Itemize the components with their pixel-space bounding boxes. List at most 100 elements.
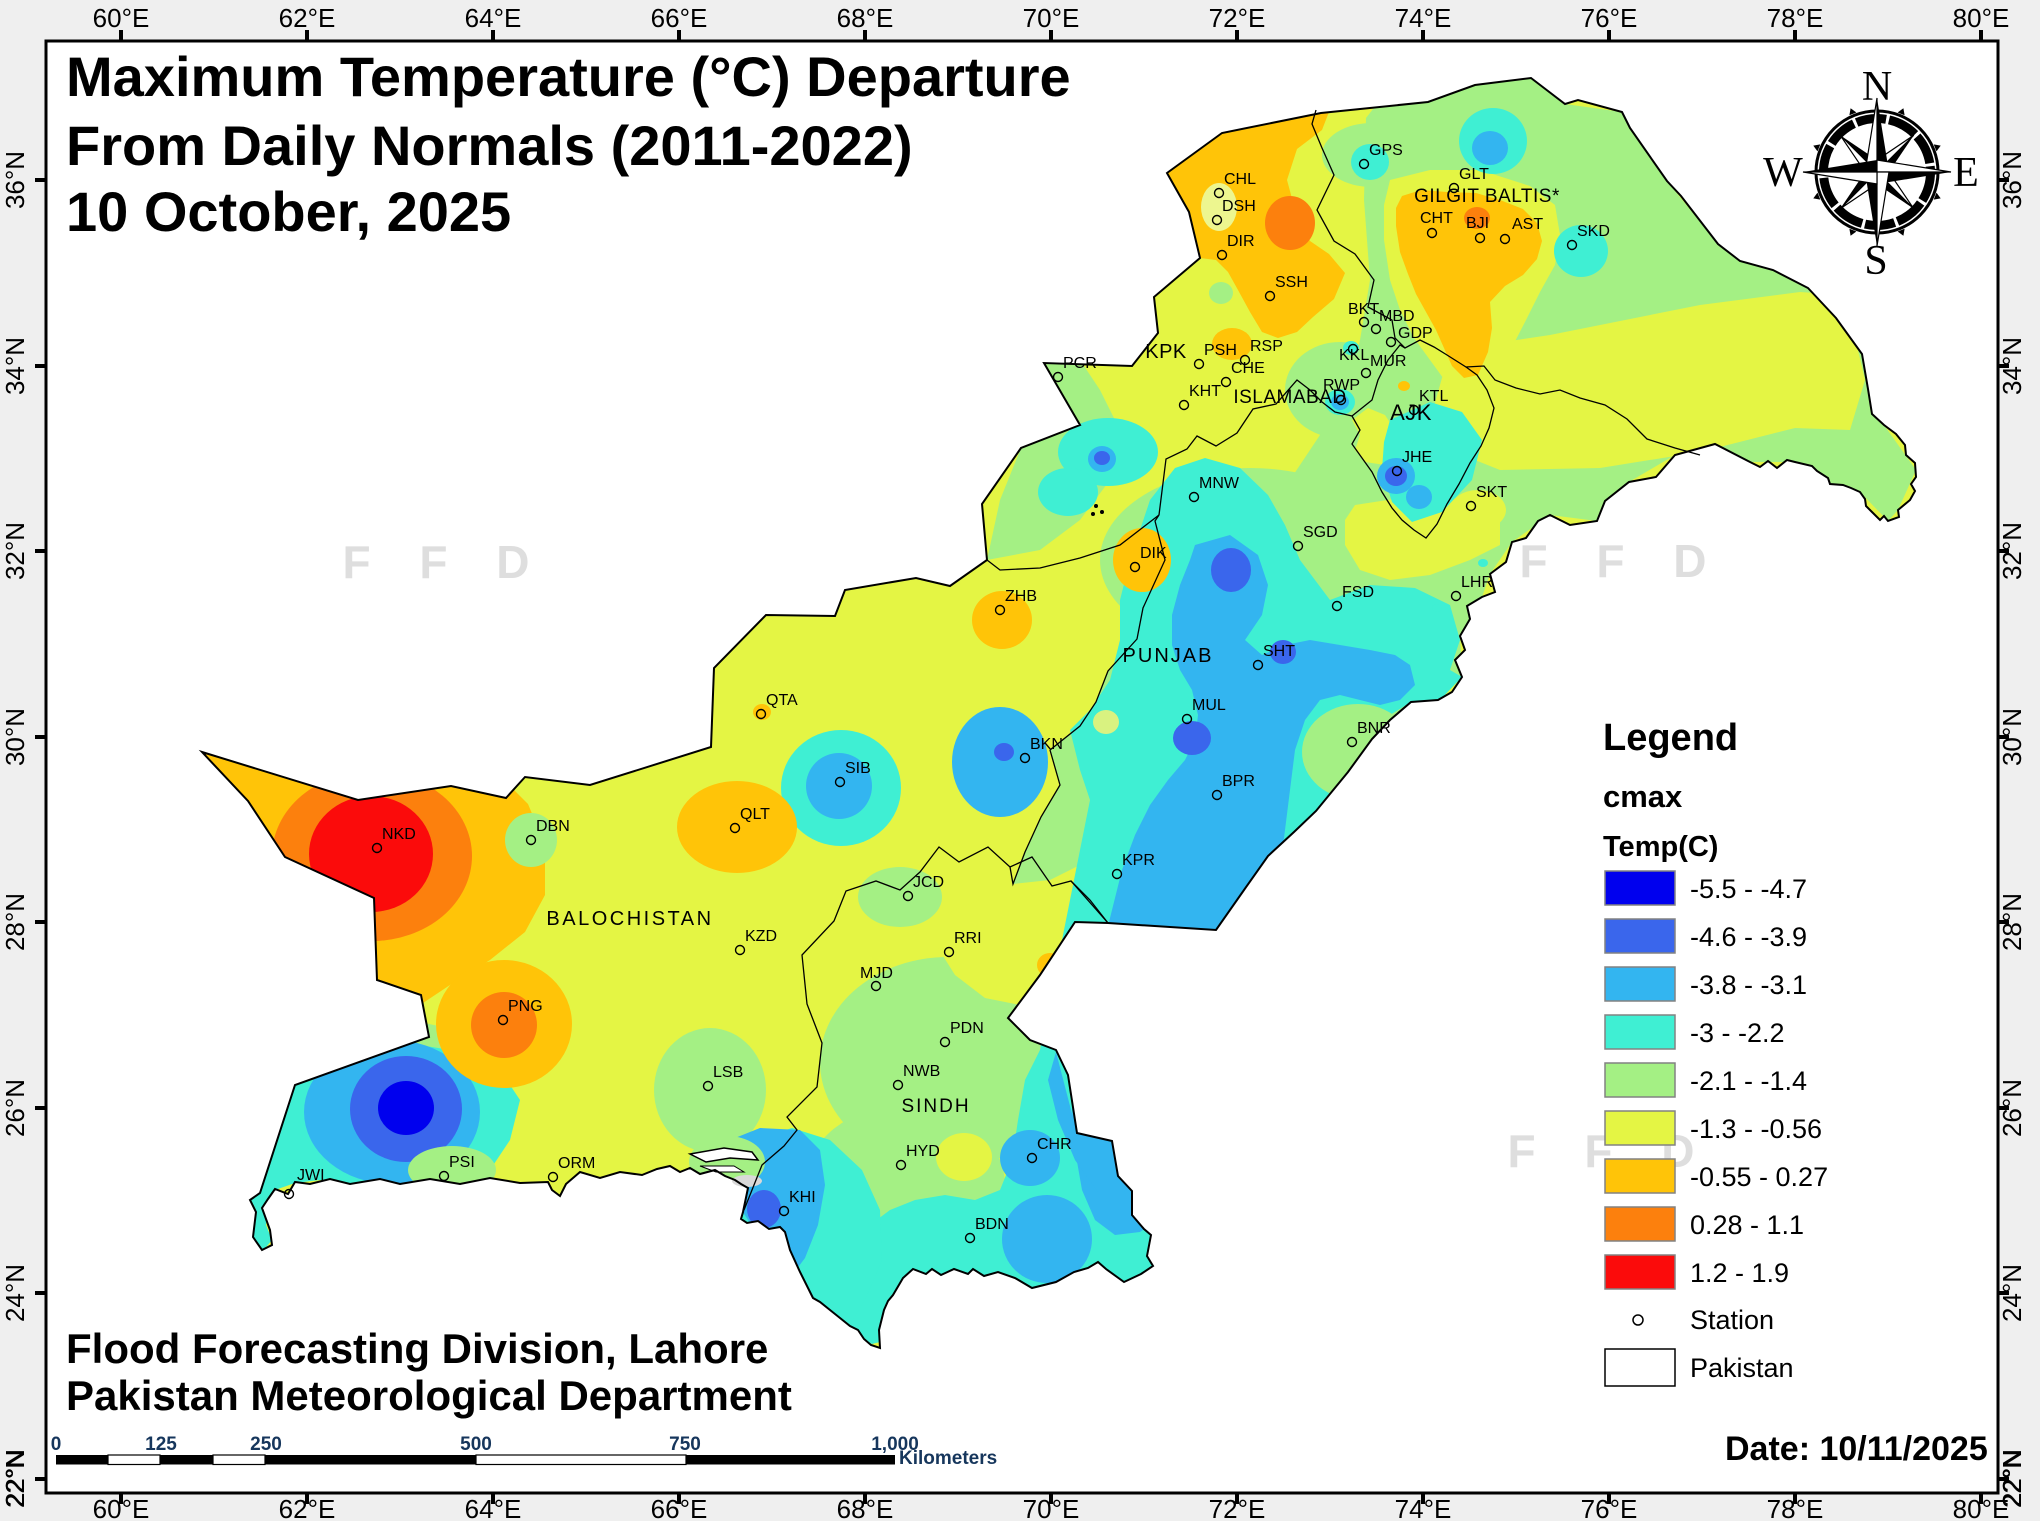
svg-text:PCR: PCR bbox=[1063, 355, 1097, 372]
svg-text:F F D: F F D bbox=[1520, 535, 1725, 587]
svg-text:78°E: 78°E bbox=[1767, 1494, 1824, 1521]
svg-text:From Daily Normals (2011-2022): From Daily Normals (2011-2022) bbox=[66, 114, 913, 177]
svg-text:MNW: MNW bbox=[1199, 475, 1240, 492]
svg-text:30°N: 30°N bbox=[1997, 708, 2027, 766]
svg-text:JHE: JHE bbox=[1402, 449, 1432, 466]
svg-text:28°N: 28°N bbox=[0, 893, 30, 951]
svg-text:KZD: KZD bbox=[745, 928, 777, 945]
svg-text:0.28 - 1.1: 0.28 - 1.1 bbox=[1690, 1210, 1804, 1240]
svg-text:22°N: 22°N bbox=[1997, 1450, 2027, 1508]
svg-text:DSH: DSH bbox=[1222, 198, 1256, 215]
svg-text:PSH: PSH bbox=[1204, 342, 1237, 359]
svg-text:80°E: 80°E bbox=[1953, 1494, 2010, 1521]
svg-text:76°E: 76°E bbox=[1581, 3, 1638, 33]
svg-text:LSB: LSB bbox=[713, 1064, 743, 1081]
svg-text:SIB: SIB bbox=[845, 760, 871, 777]
svg-text:DBN: DBN bbox=[536, 818, 570, 835]
svg-text:CHT: CHT bbox=[1420, 210, 1453, 227]
svg-text:SKT: SKT bbox=[1476, 484, 1507, 501]
svg-text:24°N: 24°N bbox=[0, 1264, 30, 1322]
svg-text:0: 0 bbox=[51, 1434, 62, 1455]
svg-text:32°N: 32°N bbox=[0, 522, 30, 580]
svg-text:Flood Forecasting Division, La: Flood Forecasting Division, Lahore bbox=[66, 1325, 768, 1372]
svg-text:DIR: DIR bbox=[1227, 233, 1255, 250]
svg-text:QTA: QTA bbox=[766, 692, 798, 709]
svg-text:70°E: 70°E bbox=[1023, 1494, 1080, 1521]
svg-text:KPK: KPK bbox=[1145, 341, 1187, 363]
svg-text:W: W bbox=[1763, 150, 1803, 196]
svg-text:-1.3 - -0.56: -1.3 - -0.56 bbox=[1690, 1114, 1822, 1144]
svg-text:76°E: 76°E bbox=[1581, 1494, 1638, 1521]
svg-text:60°E: 60°E bbox=[93, 3, 150, 33]
svg-text:66°E: 66°E bbox=[651, 1494, 708, 1521]
svg-text:PSI: PSI bbox=[449, 1154, 475, 1171]
svg-text:JWI: JWI bbox=[297, 1167, 325, 1184]
svg-text:Maximum Temperature (°C) Depar: Maximum Temperature (°C) Departure bbox=[66, 45, 1071, 108]
svg-text:F F D: F F D bbox=[343, 536, 548, 588]
svg-text:CHR: CHR bbox=[1037, 1136, 1072, 1153]
svg-text:Kilometers: Kilometers bbox=[899, 1448, 997, 1469]
svg-text:MUL: MUL bbox=[1192, 697, 1226, 714]
svg-text:-3 - -2.2: -3 - -2.2 bbox=[1690, 1018, 1785, 1048]
svg-text:ISLAMABAD: ISLAMABAD bbox=[1233, 387, 1346, 408]
svg-text:Pakistan: Pakistan bbox=[1690, 1353, 1794, 1383]
svg-text:cmax: cmax bbox=[1603, 779, 1683, 814]
svg-text:64°E: 64°E bbox=[465, 1494, 522, 1521]
svg-text:250: 250 bbox=[250, 1434, 282, 1455]
svg-text:GPS: GPS bbox=[1369, 142, 1403, 159]
svg-text:AST: AST bbox=[1512, 216, 1543, 233]
svg-text:PNG: PNG bbox=[508, 998, 543, 1015]
svg-text:HYD: HYD bbox=[906, 1143, 940, 1160]
svg-text:BNR: BNR bbox=[1357, 720, 1391, 737]
svg-text:1,000: 1,000 bbox=[871, 1434, 919, 1455]
svg-text:-2.1 - -1.4: -2.1 - -1.4 bbox=[1690, 1066, 1807, 1096]
svg-text:CHL: CHL bbox=[1224, 171, 1256, 188]
svg-text:26°N: 26°N bbox=[1997, 1079, 2027, 1137]
svg-text:66°E: 66°E bbox=[651, 3, 708, 33]
svg-text:-5.5 - -4.7: -5.5 - -4.7 bbox=[1690, 874, 1807, 904]
svg-text:KTL: KTL bbox=[1419, 388, 1448, 405]
svg-text:34°N: 34°N bbox=[0, 337, 30, 395]
svg-text:32°N: 32°N bbox=[1997, 522, 2027, 580]
svg-text:Temp(C): Temp(C) bbox=[1603, 831, 1718, 863]
svg-text:62°E: 62°E bbox=[279, 1494, 336, 1521]
svg-text:36°N: 36°N bbox=[0, 151, 30, 209]
svg-text:22°N: 22°N bbox=[0, 1449, 30, 1507]
svg-text:750: 750 bbox=[669, 1434, 701, 1455]
svg-text:N: N bbox=[1862, 64, 1892, 110]
svg-text:BKN: BKN bbox=[1030, 736, 1063, 753]
svg-text:LHR: LHR bbox=[1461, 574, 1493, 591]
svg-text:RSP: RSP bbox=[1250, 338, 1283, 355]
svg-text:GILGIT BALTIS*: GILGIT BALTIS* bbox=[1414, 186, 1560, 207]
svg-text:72°E: 72°E bbox=[1209, 3, 1266, 33]
svg-text:68°E: 68°E bbox=[837, 3, 894, 33]
svg-text:70°E: 70°E bbox=[1023, 3, 1080, 33]
svg-text:BKT: BKT bbox=[1348, 301, 1379, 318]
svg-text:E: E bbox=[1953, 150, 1979, 196]
svg-text:500: 500 bbox=[460, 1434, 492, 1455]
svg-text:NWB: NWB bbox=[903, 1063, 940, 1080]
svg-text:RRI: RRI bbox=[954, 930, 982, 947]
svg-text:ZHB: ZHB bbox=[1005, 588, 1037, 605]
svg-text:SKD: SKD bbox=[1577, 223, 1610, 240]
svg-text:BALOCHISTAN: BALOCHISTAN bbox=[546, 908, 713, 930]
svg-text:SGD: SGD bbox=[1303, 524, 1338, 541]
svg-text:GLT: GLT bbox=[1459, 166, 1489, 183]
svg-text:78°E: 78°E bbox=[1767, 3, 1824, 33]
svg-text:SINDH: SINDH bbox=[901, 1096, 970, 1117]
svg-text:BDN: BDN bbox=[975, 1216, 1009, 1233]
svg-text:ORM: ORM bbox=[558, 1155, 595, 1172]
svg-text:BJI: BJI bbox=[1466, 215, 1489, 232]
svg-text:22°N: 22°N bbox=[0, 1450, 30, 1508]
svg-text:36°N: 36°N bbox=[1997, 151, 2027, 209]
svg-text:Date: 10/11/2025: Date: 10/11/2025 bbox=[1725, 1430, 1988, 1468]
svg-text:Pakistan Meteorological Depart: Pakistan Meteorological Department bbox=[66, 1372, 792, 1419]
svg-text:GDP: GDP bbox=[1398, 325, 1433, 342]
svg-text:68°E: 68°E bbox=[837, 1494, 894, 1521]
svg-text:Legend: Legend bbox=[1603, 717, 1738, 759]
svg-text:-4.6 - -3.9: -4.6 - -3.9 bbox=[1690, 922, 1807, 952]
svg-text:MJD: MJD bbox=[860, 965, 893, 982]
svg-text:26°N: 26°N bbox=[0, 1079, 30, 1137]
svg-text:RWP: RWP bbox=[1323, 377, 1360, 394]
svg-text:PUNJAB: PUNJAB bbox=[1123, 645, 1214, 667]
